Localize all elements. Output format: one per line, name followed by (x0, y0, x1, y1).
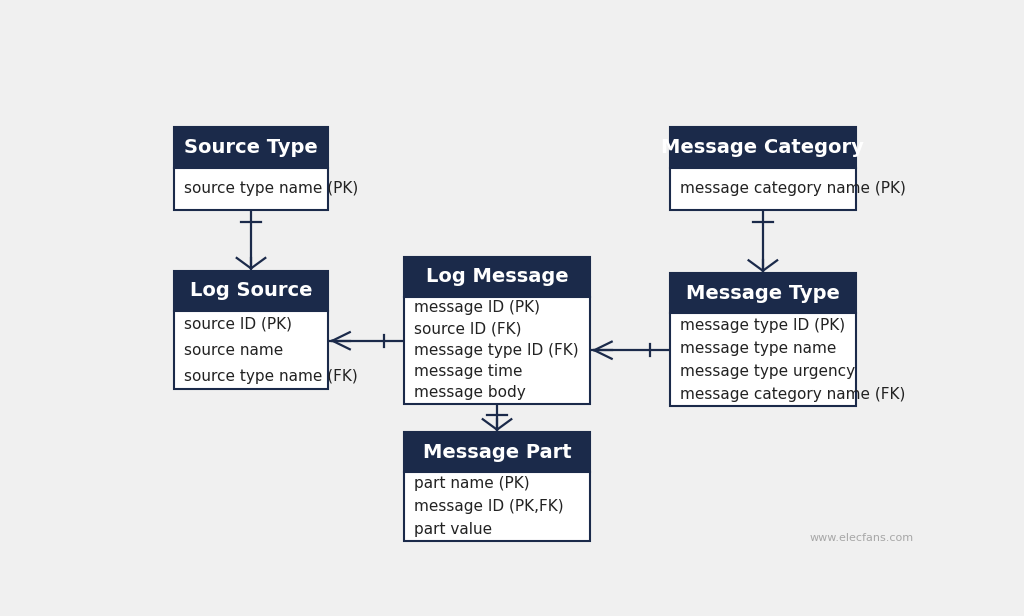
Text: Message Category: Message Category (662, 138, 864, 157)
Bar (670, 314, 856, 406)
Text: message body: message body (414, 386, 526, 400)
Text: source type name (FK): source type name (FK) (184, 369, 357, 384)
Text: message type ID (FK): message type ID (FK) (414, 342, 579, 358)
Bar (403, 297, 590, 403)
Bar (174, 311, 329, 389)
Text: message category name (PK): message category name (PK) (680, 182, 906, 197)
Bar (403, 256, 590, 297)
Text: part name (PK): part name (PK) (414, 476, 529, 492)
Bar (174, 271, 329, 311)
Text: message ID (PK,FK): message ID (PK,FK) (414, 499, 564, 514)
Text: source ID (FK): source ID (FK) (414, 322, 521, 336)
Text: Log Message: Log Message (426, 267, 568, 286)
Text: Message Part: Message Part (423, 443, 571, 461)
Bar (670, 273, 856, 314)
Text: source name: source name (184, 342, 284, 358)
Text: message type urgency: message type urgency (680, 364, 855, 379)
Text: message time: message time (414, 364, 522, 379)
Text: Message Type: Message Type (686, 284, 840, 303)
Bar (403, 472, 590, 541)
Text: Log Source: Log Source (189, 282, 312, 301)
Text: www.elecfans.com: www.elecfans.com (810, 533, 913, 543)
Text: Source Type: Source Type (184, 138, 317, 157)
Bar (174, 168, 329, 210)
Bar (174, 128, 329, 168)
Bar (670, 128, 856, 168)
Text: message ID (PK): message ID (PK) (414, 300, 540, 315)
Text: source ID (PK): source ID (PK) (184, 317, 292, 331)
Bar (670, 168, 856, 210)
Text: message type name: message type name (680, 341, 837, 355)
Text: message category name (FK): message category name (FK) (680, 387, 905, 402)
Text: message type ID (PK): message type ID (PK) (680, 317, 845, 333)
Bar (403, 432, 590, 472)
Text: source type name (PK): source type name (PK) (184, 182, 358, 197)
Text: part value: part value (414, 522, 493, 537)
